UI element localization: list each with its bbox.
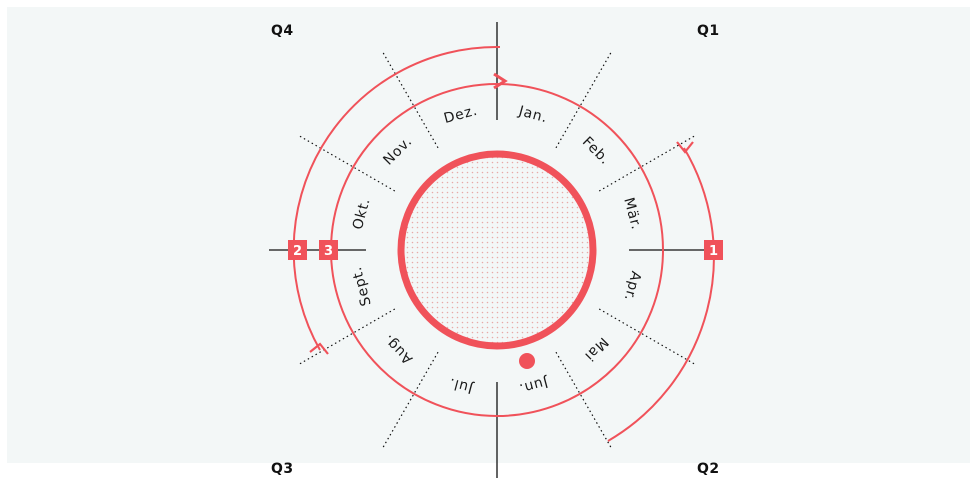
month-label: Dez. [442,103,479,127]
month-divider-210 [381,351,439,450]
quarter-label-q4: Q4 [271,23,294,39]
center-fill [401,154,593,346]
quarter-label-q3: Q3 [271,461,294,477]
month-label: Nov. [380,133,415,168]
month-divider-330 [381,50,439,149]
month-label: Okt. [350,196,374,231]
month-label: Feb. [579,134,613,168]
month-divider-lines [297,50,697,450]
arrow-head-left-icon [309,342,329,355]
month-label: Mär. [620,196,644,232]
marker-2-label: 2 [293,244,302,259]
month-divider-60 [598,134,697,192]
marker-3-label: 3 [324,244,333,259]
marker-1-label: 1 [709,244,718,259]
marker-2: 2 [288,240,307,260]
month-label: Mai [581,334,611,364]
month-label: Apr. [621,269,644,303]
month-divider-30 [555,50,613,149]
month-divider-150 [555,351,613,450]
marker-1: 1 [704,240,723,260]
arrow-head-top-icon [493,72,508,90]
month-label: Sept. [349,265,375,308]
month-divider-300 [297,134,396,192]
marker-3: 3 [319,240,338,260]
current-position-dot [519,353,535,369]
quarter-label-q1: Q1 [697,23,720,39]
month-label: Jul. [447,374,476,396]
month-divider-240 [297,308,396,366]
month-divider-120 [598,308,697,366]
month-label: Jan. [516,103,549,126]
month-label: Aug. [380,331,416,367]
quarter-label-q2: Q2 [697,461,720,477]
arc-q4-q1-outer [292,45,501,351]
month-label: Jun. [517,373,551,396]
center-ring [397,150,597,350]
arrow-head-right-icon [676,141,694,154]
quarter-axis-lines [269,22,714,478]
arc-q1-q2 [607,147,715,442]
